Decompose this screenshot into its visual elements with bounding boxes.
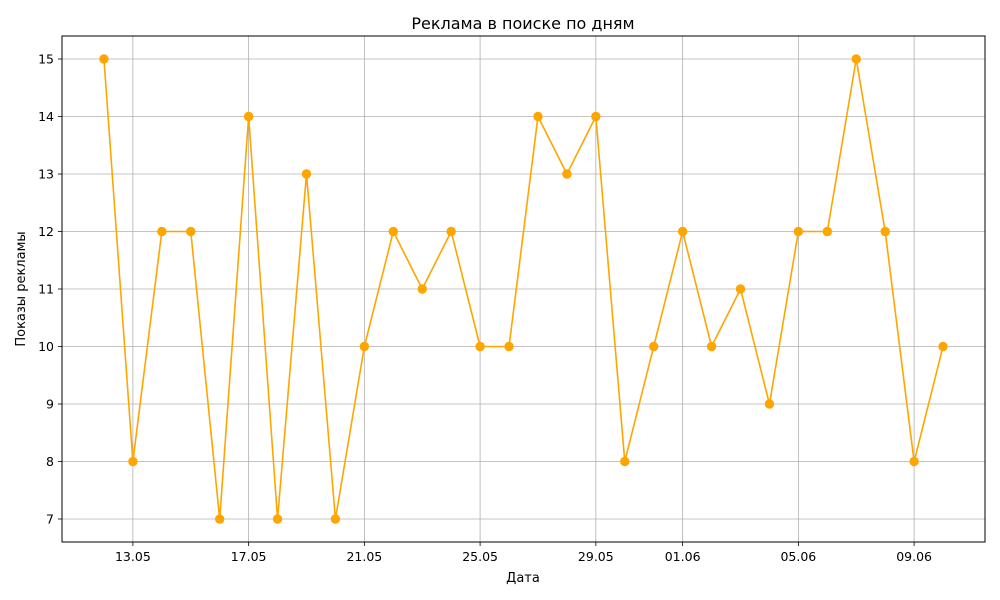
data-point — [214, 514, 225, 524]
data-point — [649, 341, 659, 352]
data-point — [793, 226, 804, 237]
data-point — [938, 341, 948, 352]
data-point — [591, 111, 601, 122]
data-point — [677, 226, 688, 237]
series-line — [103, 58, 944, 520]
x-axis-title: Дата — [506, 571, 540, 586]
data-point — [504, 341, 514, 352]
data-point — [706, 341, 717, 352]
data-point — [533, 111, 543, 122]
y-tick-label: 15 — [38, 52, 54, 67]
x-axis: 13.05 17.05 21.05 25.05 29.05 01.06 05.06 09.06 — [115, 542, 932, 564]
y-tick-label: 13 — [38, 167, 54, 182]
x-tick-label: 13.05 — [115, 549, 151, 564]
data-point — [562, 169, 572, 179]
data-point — [359, 341, 370, 352]
data-point — [301, 169, 312, 179]
y-tick-label: 7 — [46, 512, 54, 527]
data-point — [417, 284, 427, 294]
data-point — [475, 341, 485, 352]
chart-title: Реклама в поиске по дням — [411, 14, 634, 33]
x-tick-label: 25.05 — [462, 549, 498, 564]
data-point — [909, 456, 919, 467]
y-tick-label: 8 — [46, 454, 54, 469]
data-point — [880, 226, 890, 237]
x-tick-label: 05.06 — [780, 549, 816, 564]
y-tick-label: 9 — [46, 397, 54, 412]
y-tick-label: 10 — [38, 339, 54, 354]
data-point — [186, 226, 196, 237]
data-point — [243, 111, 254, 122]
x-tick-label: 09.06 — [896, 549, 932, 564]
data-point — [822, 226, 833, 237]
data-point — [128, 456, 138, 467]
y-tick-label: 14 — [38, 109, 54, 124]
data-point — [272, 514, 283, 524]
data-point — [851, 54, 861, 64]
x-tick-label: 01.06 — [665, 549, 701, 564]
data-point — [157, 226, 167, 237]
series-layer — [99, 54, 948, 524]
y-tick-label: 11 — [38, 282, 54, 297]
x-tick-label: 21.05 — [346, 549, 382, 564]
data-point — [99, 54, 109, 64]
data-point — [620, 456, 630, 467]
data-point — [446, 226, 456, 237]
grid — [62, 36, 985, 542]
y-tick-label: 12 — [38, 224, 54, 239]
x-tick-label: 29.05 — [578, 549, 614, 564]
data-point — [388, 226, 398, 237]
data-point — [735, 284, 746, 294]
x-tick-label: 17.05 — [231, 549, 267, 564]
data-point — [330, 514, 341, 524]
y-axis-title: Показы рекламы — [14, 231, 29, 346]
y-axis: 7 8 9 10 11 12 13 14 15 — [38, 52, 62, 527]
data-point — [764, 399, 775, 409]
